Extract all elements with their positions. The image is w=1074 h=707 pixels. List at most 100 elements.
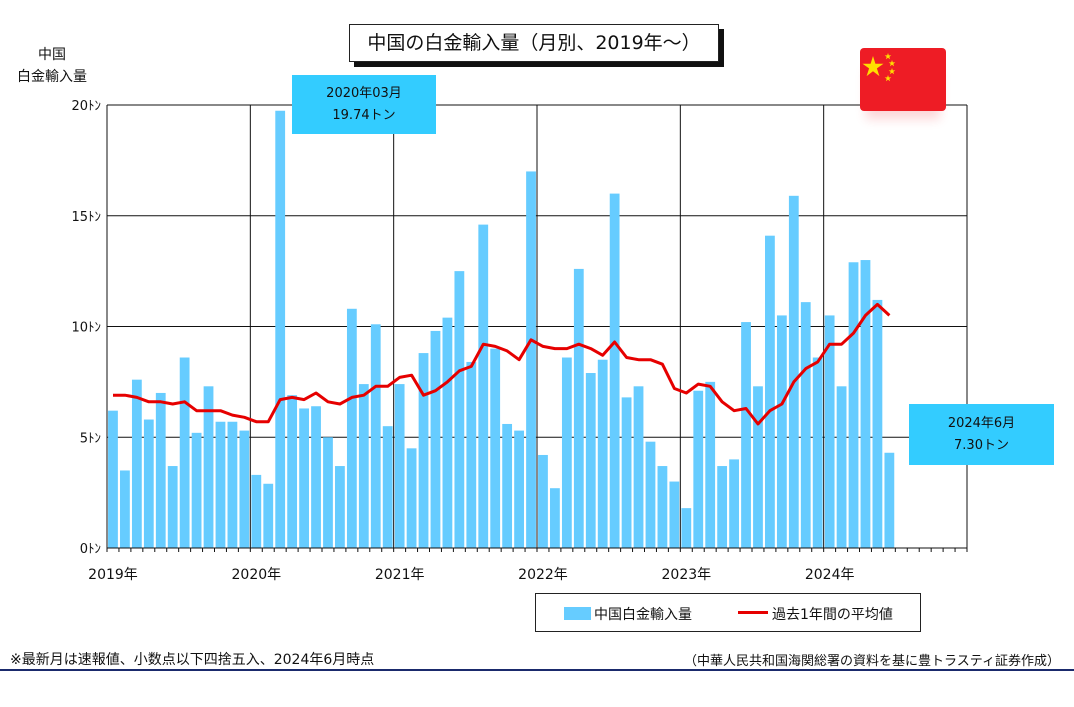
y-tick-label: 20ﾄﾝ bbox=[71, 99, 101, 114]
x-tick-label: 2021年 bbox=[375, 567, 425, 583]
x-tick-label: 2022年 bbox=[518, 567, 568, 583]
bar bbox=[550, 488, 560, 548]
bar bbox=[753, 386, 763, 548]
bar bbox=[788, 195, 799, 548]
bar bbox=[585, 373, 596, 548]
china-flag-icon bbox=[860, 48, 946, 111]
bar-series bbox=[108, 110, 895, 549]
x-tick-label: 2024年 bbox=[805, 567, 855, 583]
chart-legend: 中国白金輸入量 過去1年間の平均値 bbox=[535, 593, 921, 632]
bar bbox=[514, 430, 524, 548]
bar bbox=[335, 466, 345, 548]
y-axis-label-line-1: 中国 bbox=[38, 47, 66, 63]
x-tick-labels: 2019年 2020年 2021年 2022年 2023年 2024年 bbox=[88, 567, 854, 583]
peak-callout: 2020年03月 19.74トン bbox=[292, 75, 436, 134]
bar bbox=[442, 317, 453, 548]
bar bbox=[155, 392, 166, 548]
y-tick-label: 10ﾄﾝ bbox=[71, 321, 101, 336]
bar bbox=[239, 430, 250, 548]
bar bbox=[179, 357, 190, 548]
bar bbox=[621, 397, 632, 548]
y-axis-label-line-2: 白金輸入量 bbox=[17, 69, 87, 85]
bar bbox=[561, 357, 572, 548]
latest-callout: 2024年6月 7.30トン bbox=[909, 404, 1054, 465]
y-tick-label: 0ﾄﾝ bbox=[80, 542, 101, 557]
bar bbox=[490, 348, 501, 548]
y-tick-labels: 0ﾄﾝ 5ﾄﾝ 10ﾄﾝ 15ﾄﾝ 20ﾄﾝ bbox=[71, 99, 101, 557]
bar bbox=[263, 483, 274, 548]
bar bbox=[382, 426, 393, 548]
latest-callout-value: 7.30トン bbox=[954, 438, 1009, 453]
y-tick-label: 5ﾄﾝ bbox=[80, 431, 101, 446]
legend-line-swatch bbox=[738, 611, 768, 614]
bar bbox=[203, 386, 214, 548]
footnote: ※最新月は速報値、小数点以下四捨五入、2024年6月時点 bbox=[10, 652, 375, 668]
legend-bar-swatch bbox=[564, 607, 591, 620]
bar bbox=[358, 384, 369, 548]
bar bbox=[538, 454, 548, 548]
bar bbox=[430, 330, 441, 548]
bar bbox=[108, 410, 118, 548]
bar bbox=[227, 421, 238, 548]
latest-callout-date: 2024年6月 bbox=[947, 416, 1016, 431]
bar bbox=[406, 448, 417, 548]
peak-callout-value: 19.74トン bbox=[332, 108, 396, 123]
bar bbox=[693, 390, 704, 548]
source-note: （中華人民共和国海関総署の資料を基に豊トラスティ証券作成） bbox=[684, 654, 1060, 669]
bar bbox=[370, 324, 381, 548]
bar bbox=[860, 260, 871, 548]
bar bbox=[884, 452, 895, 548]
bar bbox=[669, 481, 680, 548]
bar bbox=[812, 357, 823, 548]
bar bbox=[609, 193, 620, 548]
bar bbox=[131, 379, 142, 548]
bar bbox=[478, 224, 489, 549]
x-tick-label: 2020年 bbox=[232, 567, 282, 583]
bar bbox=[800, 302, 811, 548]
bottom-divider bbox=[0, 669, 1074, 671]
bar bbox=[836, 386, 847, 548]
bar bbox=[215, 421, 226, 548]
bar bbox=[287, 395, 298, 548]
bar bbox=[167, 466, 178, 548]
bar bbox=[323, 437, 333, 548]
bar bbox=[466, 361, 477, 548]
bar bbox=[573, 268, 584, 548]
bar bbox=[657, 466, 668, 548]
bar bbox=[633, 386, 644, 548]
bar bbox=[848, 262, 859, 548]
bar bbox=[299, 408, 309, 548]
bar bbox=[191, 432, 202, 548]
bar bbox=[251, 474, 262, 548]
bar bbox=[776, 315, 787, 548]
bar bbox=[705, 381, 716, 548]
bar bbox=[275, 110, 286, 548]
bar bbox=[454, 271, 465, 548]
bar bbox=[741, 322, 751, 548]
bar bbox=[394, 384, 405, 548]
legend-bar-label: 中国白金輸入量 bbox=[594, 607, 692, 623]
axes bbox=[106, 104, 968, 552]
bar bbox=[311, 406, 321, 548]
bar bbox=[120, 470, 130, 548]
bar bbox=[872, 299, 883, 548]
bar bbox=[824, 315, 835, 548]
bar bbox=[418, 353, 429, 548]
x-tick-label: 2023年 bbox=[662, 567, 712, 583]
bar bbox=[502, 423, 513, 548]
chart-title: 中国の白金輸入量（月別、2019年～） bbox=[349, 24, 719, 62]
legend-line-label: 過去1年間の平均値 bbox=[772, 607, 893, 623]
bar bbox=[681, 508, 692, 548]
bar bbox=[597, 359, 608, 548]
average-line bbox=[113, 302, 891, 426]
bar bbox=[143, 419, 154, 548]
bar bbox=[729, 459, 739, 548]
bar bbox=[526, 171, 536, 548]
y-axis-label: 中国 白金輸入量 bbox=[6, 44, 98, 88]
bar bbox=[645, 441, 656, 548]
bar bbox=[717, 466, 728, 548]
bar bbox=[765, 235, 775, 548]
bar bbox=[346, 308, 357, 548]
x-tick-label: 2019年 bbox=[88, 567, 138, 583]
